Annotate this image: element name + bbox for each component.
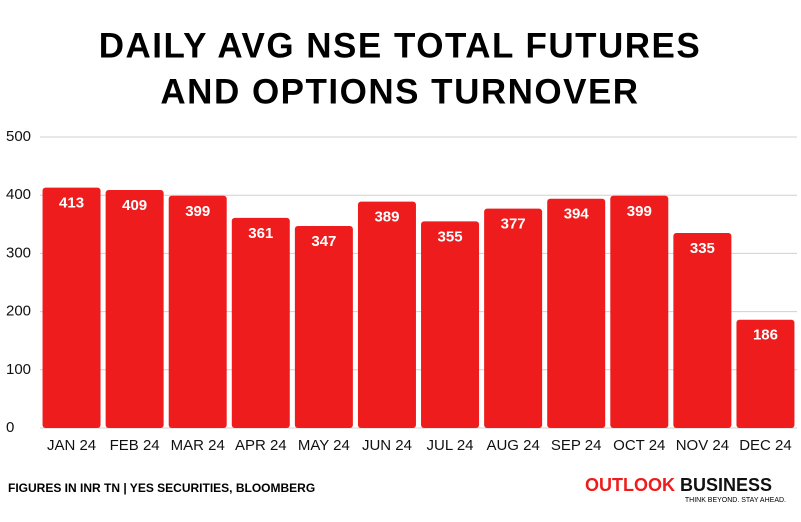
x-tick-label: MAR 24	[171, 437, 225, 454]
y-tick-label: 100	[6, 361, 31, 378]
bar	[421, 221, 480, 428]
value-label: 355	[438, 228, 463, 245]
bar	[231, 217, 290, 428]
y-tick-label: 200	[6, 303, 31, 320]
bar	[610, 195, 669, 428]
bar	[105, 189, 164, 428]
bar	[357, 201, 416, 428]
logo-part: OUTLOOK	[585, 475, 675, 495]
logo-part: BUSINESS	[680, 475, 772, 495]
bar	[736, 319, 795, 428]
value-label: 413	[59, 195, 84, 212]
x-tick-label: JAN 24	[47, 437, 96, 454]
chart-title: DAILY AVG NSE TOTAL FUTURES	[99, 26, 702, 65]
y-tick-label: 300	[6, 244, 31, 261]
bar	[547, 198, 606, 428]
value-label: 347	[311, 233, 336, 250]
y-tick-label: 500	[6, 128, 31, 145]
value-label: 399	[185, 203, 210, 220]
x-tick-label: OCT 24	[613, 437, 665, 454]
x-tick-label: JUN 24	[362, 437, 412, 454]
bar	[294, 226, 353, 428]
y-tick-label: 400	[6, 186, 31, 203]
x-tick-label: JUL 24	[427, 437, 474, 454]
x-tick-label: AUG 24	[486, 437, 539, 454]
bar	[484, 208, 543, 428]
value-label: 335	[690, 240, 715, 257]
x-tick-label: MAY 24	[298, 437, 350, 454]
value-label: 409	[122, 197, 147, 214]
source-note: FIGURES IN INR TN | YES SECURITIES, BLOO…	[8, 481, 315, 495]
value-label: 361	[248, 225, 273, 242]
value-label: 377	[501, 216, 526, 233]
y-tick-label: 0	[6, 419, 14, 436]
value-label: 394	[564, 206, 590, 223]
bar	[168, 195, 227, 428]
value-label: 186	[753, 327, 778, 344]
x-tick-label: APR 24	[235, 437, 287, 454]
value-label: 389	[374, 209, 399, 226]
x-tick-label: DEC 24	[739, 437, 792, 454]
bar	[673, 233, 732, 428]
chart-title: AND OPTIONS TURNOVER	[160, 72, 639, 111]
logo-tagline: THINK BEYOND. STAY AHEAD.	[685, 497, 786, 504]
bar	[42, 187, 101, 428]
logo: OUTLOOK BUSINESS	[585, 475, 772, 495]
x-tick-label: SEP 24	[551, 437, 602, 454]
value-label: 399	[627, 203, 652, 220]
x-tick-label: FEB 24	[110, 437, 160, 454]
x-tick-label: NOV 24	[676, 437, 729, 454]
